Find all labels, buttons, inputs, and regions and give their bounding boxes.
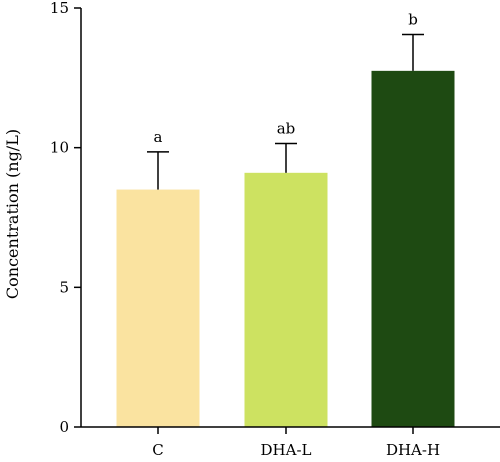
bar-dha-l (244, 172, 328, 427)
y-tick-label: 10 (50, 139, 69, 157)
significance-label-c: a (154, 128, 163, 146)
x-tick-label-dha-l: DHA-L (261, 441, 312, 459)
bar-c (116, 189, 200, 427)
error-bar-dha-h (402, 33, 424, 71)
axes (74, 7, 500, 434)
y-axis-title: Concentration (ng/L) (3, 129, 22, 299)
error-bars (147, 33, 424, 190)
x-tick-label-c: C (152, 441, 163, 459)
error-bar-dha-l (275, 142, 297, 173)
y-tick-label: 15 (50, 0, 69, 17)
significance-label-dha-l: ab (277, 119, 296, 137)
y-tick-label: 0 (59, 418, 69, 436)
error-bar-c (147, 151, 169, 190)
labels: a Cab DHA-L b DHA-H 0 5 10 15 (50, 0, 440, 459)
significance-label-dha-h: b (408, 11, 418, 29)
x-tick-label-dha-h: DHA-H (386, 441, 440, 459)
bar-dha-h (371, 70, 455, 427)
bars (116, 70, 455, 427)
y-tick-label: 5 (59, 278, 69, 296)
